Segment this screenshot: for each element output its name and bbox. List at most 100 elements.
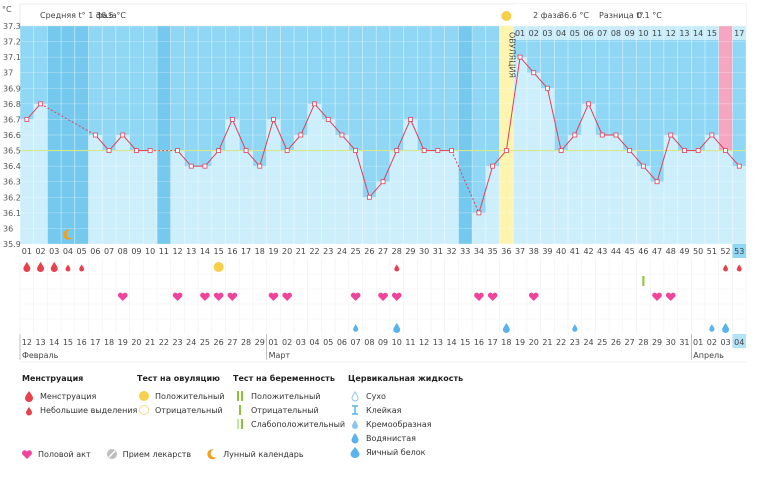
legend-cervical: Цервикальная жидкость Сухо Клейкая Кремо…	[348, 374, 463, 459]
legend-cervical-title: Цервикальная жидкость	[348, 374, 464, 383]
header-phase2-bg	[513, 4, 747, 26]
day-row-bg	[20, 244, 747, 258]
cycle-day-label: 06	[90, 247, 100, 256]
temp-segment	[231, 119, 247, 151]
phase2-day-label: 03	[542, 29, 552, 38]
cycle-day-label: 02	[35, 247, 45, 256]
cycle-day-label: 53	[734, 247, 744, 256]
temp-area-col	[115, 135, 130, 244]
calendar-day-label: 11	[405, 338, 415, 347]
y-tick-label: 37.3	[3, 22, 21, 31]
calendar-day-label: 22	[159, 338, 169, 347]
calendar-day-label: 01	[693, 338, 703, 347]
temp-segment	[505, 57, 521, 151]
y-tick-label: 36	[3, 224, 13, 233]
temp-area-col	[581, 103, 596, 244]
phase2-day-label: 10	[638, 29, 648, 38]
calendar-day-label: 29	[652, 338, 662, 347]
cycle-day-label: 47	[652, 247, 662, 256]
calendar-day-label: 05	[323, 338, 333, 347]
temp-point	[298, 132, 304, 138]
cycle-day-label: 01	[22, 247, 32, 256]
temp-segment	[711, 134, 726, 151]
calendar-current-highlight	[732, 334, 747, 348]
cycle-day-label: 22	[309, 247, 319, 256]
temp-point	[545, 85, 550, 91]
temp-point	[394, 148, 400, 153]
calendar-day-label: 24	[583, 338, 593, 347]
legend-pregnancy-negative-label: Отрицательный	[251, 405, 319, 415]
calendar-day-label: 19	[118, 338, 128, 347]
calendar-day-label: 07	[351, 338, 361, 347]
calendar-day-label: 18	[501, 338, 511, 347]
legend-fluid-dry-label: Сухо	[366, 391, 386, 401]
cycle-day-label: 50	[693, 247, 703, 256]
fluid-eggwhite-icon	[348, 446, 362, 458]
spotting-drop-icon	[22, 404, 36, 416]
temp-segment	[341, 134, 357, 151]
calendar-day-label: 31	[679, 338, 689, 347]
temp-segment	[451, 150, 480, 214]
legend-bottom-row: Половой акт Прием лекарств Лунный календ…	[20, 448, 318, 460]
pill-icon	[105, 448, 119, 460]
temp-segment	[629, 150, 644, 167]
temp-segment	[519, 56, 535, 74]
calendar-day-label: 16	[77, 338, 87, 347]
spotting-drop-icon	[65, 264, 71, 272]
legend-pregnancy-test-title: Тест на беременность	[233, 374, 335, 383]
temp-segment	[259, 119, 274, 167]
heart-icon	[665, 292, 676, 301]
calendar-day-label: 14	[446, 338, 456, 347]
temp-segment	[94, 134, 110, 151]
temp-point	[312, 101, 317, 107]
calendar-day-label: 27	[625, 338, 635, 347]
legend-fluid-creamy-label: Кремообразная	[366, 419, 432, 429]
legend-pregnancy-weak-label: Слабоположительный	[251, 419, 346, 429]
temp-point	[24, 117, 30, 122]
cycle-day-label: 19	[268, 247, 278, 256]
legend-menstruation-label: Менструация	[40, 391, 97, 401]
temp-point	[120, 132, 126, 138]
y-tick-label: 37.1	[3, 53, 21, 62]
temp-segment	[546, 88, 562, 151]
legend: Менструация Менструация Небольшие выделе…	[0, 364, 770, 486]
temp-segment	[204, 150, 220, 167]
temp-point	[435, 148, 441, 153]
temp-segment	[492, 150, 507, 167]
y-unit-label: °C	[2, 5, 12, 14]
legend-pregnancy-positive-label: Положительный	[251, 391, 321, 401]
temp-point	[339, 132, 345, 138]
calendar-day-label: 21	[542, 338, 552, 347]
cycle-day-label: 04	[63, 247, 73, 256]
cycle-day-label: 35	[488, 247, 498, 256]
temp-segment	[355, 150, 370, 198]
temp-segment	[245, 150, 261, 167]
temp-point	[531, 70, 537, 76]
moon-icon	[63, 229, 72, 240]
spotting-drop-icon	[736, 264, 742, 272]
temp-point	[599, 132, 605, 138]
heart-icon	[350, 292, 361, 301]
cycle-day-label: 49	[679, 247, 689, 256]
calendar-day-label: 06	[337, 338, 347, 347]
calendar-day-label: 22	[556, 338, 566, 347]
phase2-diff-value: 0.1 °C	[637, 11, 662, 20]
calendar-day-label: 04	[309, 338, 319, 347]
temp-point	[736, 163, 742, 169]
temp-point	[284, 148, 290, 153]
fluid-watery-icon	[353, 324, 359, 332]
phase2-value: 36.6 °C	[559, 11, 589, 20]
calendar-day-label: 28	[638, 338, 648, 347]
temp-segment	[656, 134, 672, 182]
cycle-day-label: 11	[159, 247, 169, 256]
temp-point	[709, 132, 715, 138]
cycle-day-label: 21	[296, 247, 306, 256]
temp-point	[476, 210, 482, 216]
spotting-drop-icon	[723, 264, 728, 272]
phase2-day-row	[513, 26, 747, 40]
temp-point	[421, 148, 427, 153]
temp-area-col	[294, 135, 308, 244]
cycle-day-label: 13	[186, 247, 196, 256]
calendar-day-label: 26	[214, 338, 224, 347]
cycle-day-label: 18	[255, 247, 265, 256]
